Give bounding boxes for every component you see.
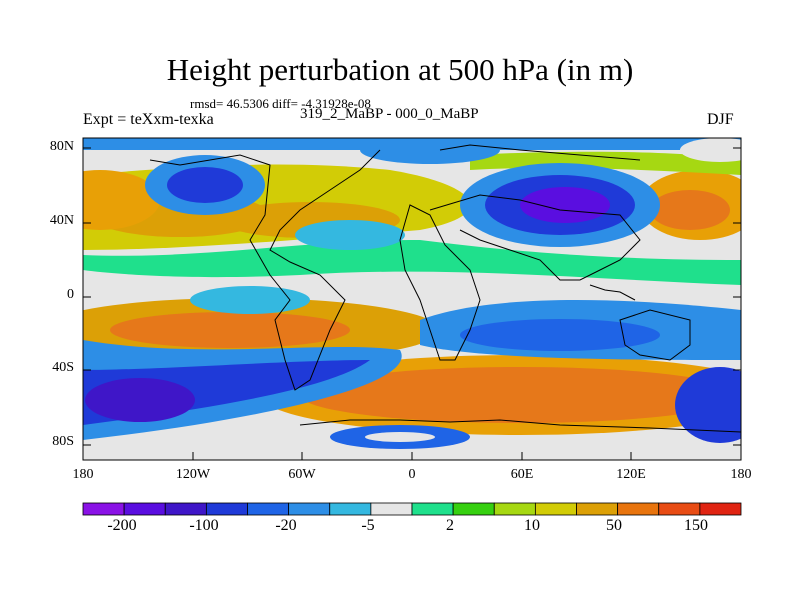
contour-green-north [83,240,741,285]
colorbar-box [164,502,207,516]
x-tick-label: 120W [175,467,211,482]
colorbar-box [534,502,577,516]
x-tick-label: 60E [510,467,534,482]
axis-ticks [82,147,742,460]
y-tick-label: 40N [49,213,74,228]
y-tick-label: 0 [67,287,74,302]
colorbar-label: -100 [189,517,219,534]
colorbar-box [617,502,660,516]
x-tick-label: 180 [72,467,94,482]
colorbar-box [576,502,619,516]
y-tick-label: 80S [52,434,74,449]
colorbar-box [82,502,125,516]
colorbar-box [123,502,166,516]
x-tick-label: 0 [408,467,416,482]
colorbar-box [658,502,701,516]
colorbar-label: -200 [107,517,137,534]
contour-field [83,138,741,460]
colorbar-box [370,502,413,516]
colorbar-label: -5 [361,517,375,534]
colorbar [82,502,742,516]
experiment-label: Expt = teXxm-texka [83,111,214,128]
y-tick-label: 80N [49,139,74,154]
colorbar-box [699,502,742,516]
colorbar-box [452,502,495,516]
colorbar-box [205,502,248,516]
coastlines [149,144,741,433]
season-label: DJF [707,111,734,128]
colorbar-label: 50 [606,517,622,534]
x-tick-label: 60W [288,467,316,482]
colorbar-box [493,502,536,516]
colorbar-box [247,502,290,516]
colorbar-label: -20 [275,517,297,534]
colorbar-label: 150 [684,517,708,534]
x-tick-label: 120E [616,467,646,482]
colorbar-box [411,502,454,516]
colorbar-label: 10 [524,517,540,534]
x-tick-label: 180 [730,467,752,482]
colorbar-label: 2 [446,517,454,534]
y-tick-label: 40S [52,360,74,375]
colorbar-box [329,502,372,516]
stats-line: rmsd= 46.5306 diff= -4.31928e-08 [190,96,371,111]
colorbar-box [288,502,331,516]
plot-title: Height perturbation at 500 hPa (in m) [166,52,634,87]
difference-label: 319_2_MaBP - 000_0_MaBP [300,106,479,122]
